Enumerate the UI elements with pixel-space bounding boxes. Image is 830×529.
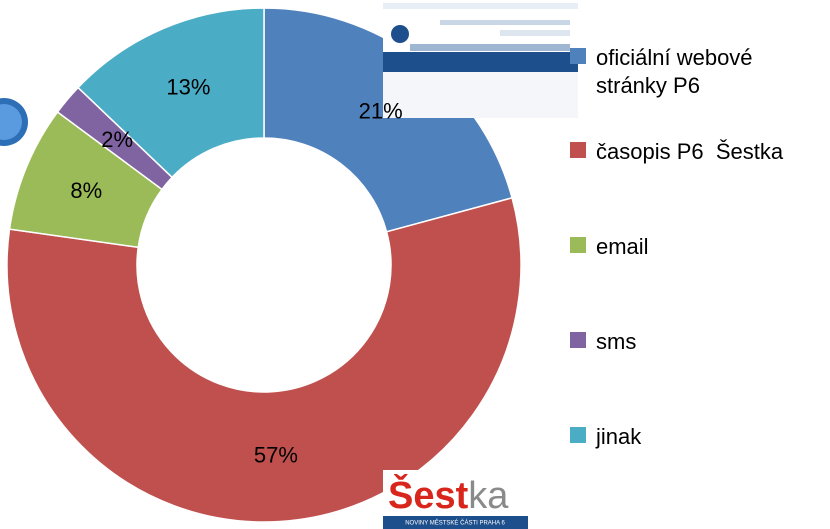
legend-label: jinak (596, 424, 641, 449)
data-label: 57% (254, 442, 298, 467)
legend-item: časopis P6 Šestka (570, 138, 783, 166)
logo-subtitle: NOVINY MĚSTSKÉ ČÁSTI PRAHA 6 (405, 519, 505, 527)
email-icon (0, 98, 28, 146)
sestka-logo: Šestka NOVINY MĚSTSKÉ ČÁSTI PRAHA 6 (383, 470, 528, 529)
logo-part: ka (468, 475, 509, 517)
logo-part: Šest (388, 472, 469, 517)
data-label: 8% (70, 178, 102, 203)
data-label: 13% (166, 74, 210, 99)
data-label: 2% (101, 127, 133, 152)
legend-item: oficiální webové stránky P6 (570, 44, 826, 100)
legend-swatch (570, 237, 586, 253)
legend-label: oficiální webové stránky P6 (596, 45, 753, 98)
website-screenshot (383, 0, 578, 118)
legend-label: sms (596, 329, 636, 354)
legend-label: časopis P6 Šestka (596, 139, 783, 164)
page: Šestka NOVINY MĚSTSKÉ ČÁSTI PRAHA 6 21% 5… (0, 0, 830, 529)
legend-swatch (570, 332, 586, 348)
logo-text: Šestka (388, 472, 509, 517)
legend-swatch (570, 427, 586, 443)
legend-item: email (570, 233, 649, 261)
data-label: 21% (359, 98, 403, 123)
legend-swatch (570, 48, 586, 64)
legend-label: email (596, 234, 649, 259)
legend-item: jinak (570, 423, 641, 451)
legend-swatch (570, 142, 586, 158)
legend-item: sms (570, 328, 636, 356)
